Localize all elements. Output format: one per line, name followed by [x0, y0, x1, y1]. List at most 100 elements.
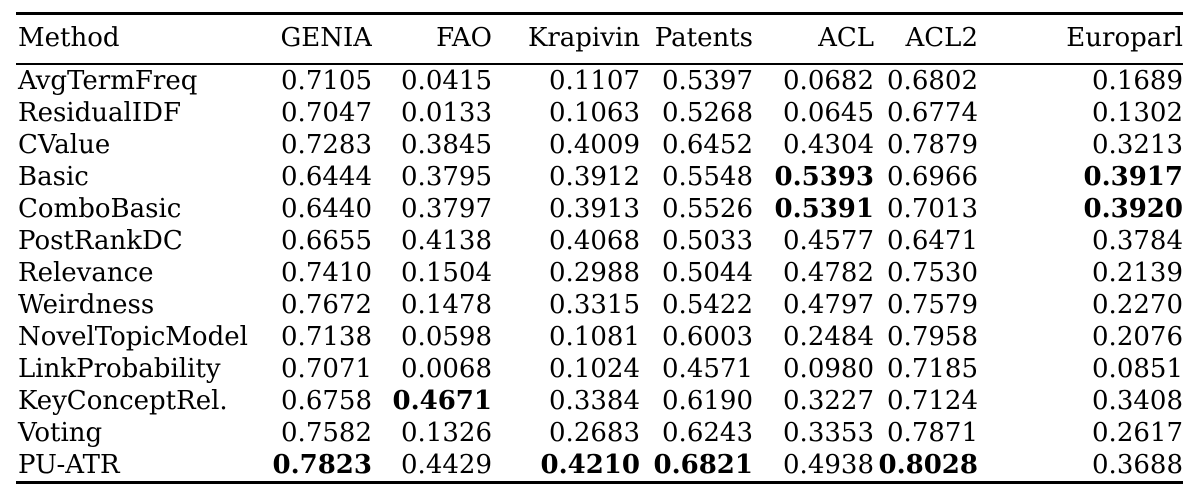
table-row: KeyConceptRel. 0.6758 0.4671 0.3384 0.6190 0.… [16, 385, 1183, 417]
value-cell: 0.0645 [783, 98, 874, 128]
value-cell: 0.7530 [887, 258, 978, 288]
value-cell: 0.3917 [1083, 162, 1183, 192]
value-cell: 0.0133 [401, 98, 492, 128]
value-cell: 0.4571 [662, 354, 753, 384]
value-cell: 0.5044 [662, 258, 753, 288]
table-row: PostRankDC 0.6655 0.4138 0.4068 0.5033 0.4577… [16, 225, 1183, 257]
value-cell: 0.1063 [549, 98, 640, 128]
table-row: LinkProbability 0.7071 0.0068 0.1024 0.4571 0… [16, 353, 1183, 385]
value-cell: 0.7410 [281, 258, 372, 288]
value-cell: 0.1081 [549, 322, 640, 352]
value-cell: 0.3213 [1092, 130, 1183, 160]
value-cell: 0.0682 [783, 66, 874, 96]
value-cell: 0.3784 [1092, 226, 1183, 256]
value-cell: 0.0068 [401, 354, 492, 384]
value-cell: 0.3845 [401, 130, 492, 160]
column-header-acl2: ACL2 [874, 13, 978, 65]
value-cell: 0.7879 [887, 130, 978, 160]
table-row: ResidualIDF 0.7047 0.0133 0.1063 0.5268 0.064… [16, 97, 1183, 129]
method-cell: Voting [18, 418, 103, 448]
value-cell: 0.7185 [887, 354, 978, 384]
value-cell: 0.7823 [272, 450, 372, 480]
value-cell: 0.5393 [774, 162, 874, 192]
value-cell: 0.1107 [549, 66, 640, 96]
value-cell: 0.4068 [549, 226, 640, 256]
value-cell: 0.7124 [887, 386, 978, 416]
value-cell: 0.7013 [887, 194, 978, 224]
value-cell: 0.2076 [1092, 322, 1183, 352]
method-cell: Relevance [18, 258, 154, 288]
value-cell: 0.2484 [783, 322, 874, 352]
value-cell: 0.5033 [662, 226, 753, 256]
table-row: Relevance 0.7410 0.1504 0.2988 0.5044 0.4782 0… [16, 257, 1183, 289]
table-body: AvgTermFreq 0.7105 0.0415 0.1107 0.5397 0.068… [16, 64, 1183, 483]
value-cell: 0.7071 [281, 354, 372, 384]
value-cell: 0.3408 [1092, 386, 1183, 416]
value-cell: 0.7582 [281, 418, 372, 448]
table-row: CValue 0.7283 0.3845 0.4009 0.6452 0.4304 0.78… [16, 129, 1183, 161]
column-header-fao: FAO [372, 13, 492, 65]
value-cell: 0.1478 [401, 290, 492, 320]
value-cell: 0.5397 [662, 66, 753, 96]
method-cell: AvgTermFreq [18, 66, 198, 96]
value-cell: 0.6758 [281, 386, 372, 416]
value-cell: 0.6471 [887, 226, 978, 256]
value-cell: 0.7958 [887, 322, 978, 352]
value-cell: 0.3797 [401, 194, 492, 224]
value-cell: 0.6452 [662, 130, 753, 160]
method-cell: KeyConceptRel. [18, 386, 228, 416]
value-cell: 0.5422 [662, 290, 753, 320]
table-header: Method GENIA FAO Krapivin Patents ACL AC… [16, 13, 1183, 65]
value-cell: 0.4429 [401, 450, 492, 480]
method-cell: CValue [18, 130, 111, 160]
value-cell: 0.3920 [1083, 194, 1183, 224]
value-cell: 0.3315 [549, 290, 640, 320]
method-cell: ComboBasic [18, 194, 182, 224]
value-cell: 0.1024 [549, 354, 640, 384]
value-cell: 0.6243 [662, 418, 753, 448]
value-cell: 0.4797 [783, 290, 874, 320]
value-cell: 0.4210 [540, 450, 640, 480]
value-cell: 0.6190 [662, 386, 753, 416]
value-cell: 0.6821 [653, 450, 753, 480]
method-cell: LinkProbability [18, 354, 221, 384]
table-row: ComboBasic 0.6440 0.3797 0.3913 0.5526 0.5391… [16, 193, 1183, 225]
value-cell: 0.7579 [887, 290, 978, 320]
value-cell: 0.7138 [281, 322, 372, 352]
column-header-method: Method [16, 13, 266, 65]
table-row: PU-ATR 0.7823 0.4429 0.4210 0.6821 0.4938 0.80… [16, 449, 1183, 483]
value-cell: 0.6966 [887, 162, 978, 192]
value-cell: 0.1504 [401, 258, 492, 288]
value-cell: 0.4782 [783, 258, 874, 288]
method-cell: PostRankDC [18, 226, 183, 256]
value-cell: 0.5268 [662, 98, 753, 128]
value-cell: 0.3795 [401, 162, 492, 192]
value-cell: 0.5526 [662, 194, 753, 224]
column-header-acl: ACL [753, 13, 874, 65]
value-cell: 0.0598 [401, 322, 492, 352]
value-cell: 0.2683 [549, 418, 640, 448]
value-cell: 0.8028 [878, 450, 978, 480]
table-row: NovelTopicModel 0.7138 0.0598 0.1081 0.6003 0… [16, 321, 1183, 353]
value-cell: 0.0980 [783, 354, 874, 384]
value-cell: 0.7871 [887, 418, 978, 448]
value-cell: 0.2270 [1092, 290, 1183, 320]
table-row: Voting 0.7582 0.1326 0.2683 0.6243 0.3353 0.78… [16, 417, 1183, 449]
table-row: AvgTermFreq 0.7105 0.0415 0.1107 0.5397 0.068… [16, 64, 1183, 97]
value-cell: 0.6440 [281, 194, 372, 224]
header-row: Method GENIA FAO Krapivin Patents ACL AC… [16, 13, 1183, 65]
method-cell: Weirdness [18, 290, 155, 320]
value-cell: 0.1326 [401, 418, 492, 448]
value-cell: 0.6655 [281, 226, 372, 256]
value-cell: 0.0851 [1092, 354, 1183, 384]
method-cell: NovelTopicModel [18, 322, 248, 352]
table-row: Basic 0.6444 0.3795 0.3912 0.5548 0.5393 0.696… [16, 161, 1183, 193]
value-cell: 0.6802 [887, 66, 978, 96]
column-header-krapivin: Krapivin [492, 13, 640, 65]
results-table: Method GENIA FAO Krapivin Patents ACL AC… [16, 12, 1183, 484]
method-cell: PU-ATR [18, 450, 120, 480]
value-cell: 0.6444 [281, 162, 372, 192]
value-cell: 0.3227 [783, 386, 874, 416]
value-cell: 0.7047 [281, 98, 372, 128]
